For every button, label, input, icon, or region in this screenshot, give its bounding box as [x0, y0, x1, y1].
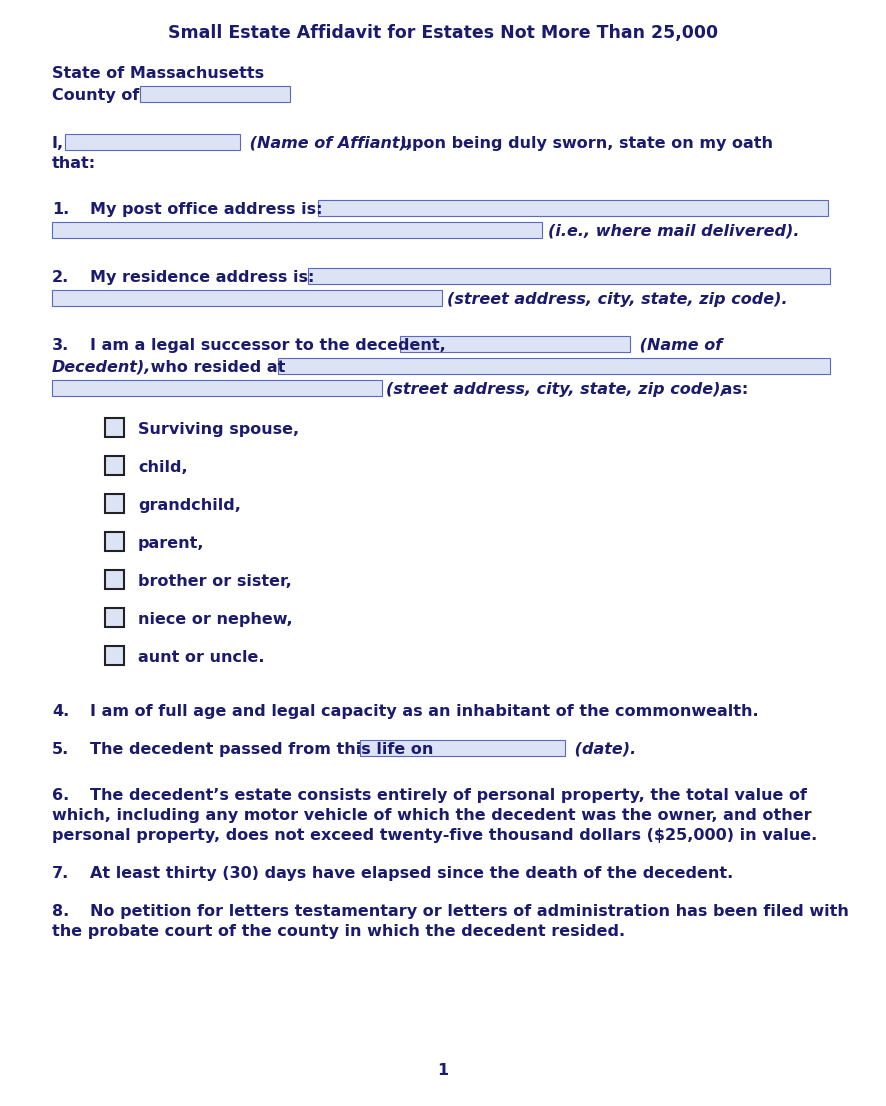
Text: that:: that: — [52, 156, 96, 171]
Text: who resided at: who resided at — [145, 359, 285, 375]
Text: personal property, does not exceed twenty-five thousand dollars ($25,000) in val: personal property, does not exceed twent… — [52, 828, 817, 843]
Text: 1.: 1. — [52, 202, 69, 217]
Bar — [278, 358, 830, 374]
Text: 6.: 6. — [52, 787, 69, 803]
Text: 2.: 2. — [52, 270, 69, 285]
Text: grandchild,: grandchild, — [138, 498, 241, 513]
Text: (street address, city, state, zip code),: (street address, city, state, zip code), — [386, 382, 727, 397]
Bar — [52, 290, 442, 306]
Text: No petition for letters testamentary or letters of administration has been filed: No petition for letters testamentary or … — [90, 904, 849, 919]
Bar — [105, 607, 124, 626]
Text: as:: as: — [716, 382, 749, 397]
Text: State of Massachusetts: State of Massachusetts — [52, 66, 264, 81]
Bar — [400, 336, 630, 352]
Text: (date).: (date). — [569, 742, 636, 757]
Text: I am a legal successor to the decedent,: I am a legal successor to the decedent, — [90, 338, 446, 353]
Bar — [105, 456, 124, 474]
Text: County of: County of — [52, 88, 145, 103]
Text: I,: I, — [52, 136, 64, 152]
Text: My post office address is:: My post office address is: — [90, 202, 323, 217]
Bar — [360, 740, 565, 757]
Text: Small Estate Affidavit for Estates Not More Than 25,000: Small Estate Affidavit for Estates Not M… — [168, 24, 718, 42]
Bar — [105, 646, 124, 665]
Text: upon being duly sworn, state on my oath: upon being duly sworn, state on my oath — [395, 136, 773, 152]
Bar — [105, 493, 124, 512]
Text: (Name of Affiant),: (Name of Affiant), — [244, 136, 413, 152]
Text: My residence address is:: My residence address is: — [90, 270, 315, 285]
Text: 3.: 3. — [52, 338, 69, 353]
Bar — [308, 268, 830, 284]
Text: 8.: 8. — [52, 904, 69, 919]
Text: 7.: 7. — [52, 866, 69, 881]
Text: child,: child, — [138, 460, 188, 474]
Bar — [65, 134, 240, 150]
Text: (i.e., where mail delivered).: (i.e., where mail delivered). — [548, 225, 799, 239]
Text: The decedent’s estate consists entirely of personal property, the total value of: The decedent’s estate consists entirely … — [90, 787, 807, 803]
Bar — [105, 532, 124, 551]
Text: 1: 1 — [438, 1063, 448, 1078]
Text: 5.: 5. — [52, 742, 69, 757]
Text: The decedent passed from this life on: The decedent passed from this life on — [90, 742, 433, 757]
Text: niece or nephew,: niece or nephew, — [138, 612, 292, 627]
Text: which, including any motor vehicle of which the decedent was the owner, and othe: which, including any motor vehicle of wh… — [52, 808, 812, 823]
Text: brother or sister,: brother or sister, — [138, 574, 291, 589]
Text: I am of full age and legal capacity as an inhabitant of the commonwealth.: I am of full age and legal capacity as a… — [90, 705, 758, 719]
Bar — [105, 570, 124, 588]
Bar — [105, 417, 124, 437]
Text: parent,: parent, — [138, 536, 205, 551]
Text: (Name of: (Name of — [634, 338, 722, 353]
Text: the probate court of the county in which the decedent resided.: the probate court of the county in which… — [52, 924, 626, 939]
Text: Decedent),: Decedent), — [52, 359, 152, 375]
Text: Surviving spouse,: Surviving spouse, — [138, 422, 299, 437]
Bar — [140, 86, 290, 102]
Text: 4.: 4. — [52, 705, 69, 719]
Bar — [52, 222, 542, 238]
Text: (street address, city, state, zip code).: (street address, city, state, zip code). — [447, 292, 788, 307]
Bar — [52, 380, 382, 396]
Text: aunt or uncle.: aunt or uncle. — [138, 650, 265, 665]
Text: At least thirty (30) days have elapsed since the death of the decedent.: At least thirty (30) days have elapsed s… — [90, 866, 734, 881]
Bar — [318, 200, 828, 216]
